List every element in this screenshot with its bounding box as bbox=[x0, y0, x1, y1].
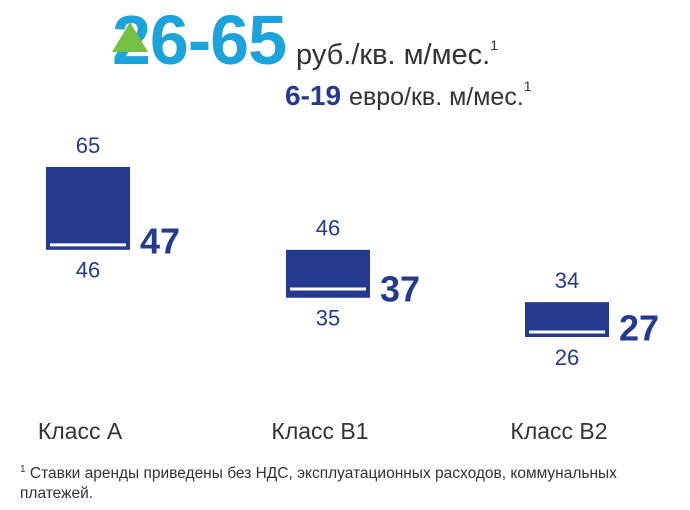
title: 26-65 bbox=[112, 1, 287, 79]
range-box bbox=[286, 249, 370, 298]
header: 26-65 руб./кв. м/мес.1 bbox=[112, 0, 498, 80]
subheader: 6-19 евро/кв. м/мес.1 bbox=[285, 78, 532, 112]
subtitle: 6-19 bbox=[285, 80, 342, 111]
average-label: 37 bbox=[380, 268, 420, 309]
max-label: 46 bbox=[316, 216, 340, 241]
min-label: 46 bbox=[76, 258, 100, 283]
footnote: 1 Ставки аренды приведены без НДС, экспл… bbox=[20, 460, 660, 504]
up-arrow bbox=[112, 22, 148, 52]
footnote-text: Ставки аренды приведены без НДС, эксплуа… bbox=[20, 465, 617, 502]
max-label: 65 bbox=[76, 133, 100, 158]
range-box bbox=[46, 167, 130, 250]
max-label: 34 bbox=[555, 268, 579, 293]
average-label: 47 bbox=[140, 220, 180, 261]
note-mark: 1 bbox=[523, 78, 532, 94]
footnote-mark: 1 bbox=[20, 464, 26, 475]
category-label: Класс В1 bbox=[271, 418, 368, 444]
title-unit: руб./кв. м/мес.1 bbox=[296, 37, 498, 72]
min-label: 26 bbox=[555, 345, 579, 370]
category-label: Класс А bbox=[38, 418, 123, 444]
min-label: 35 bbox=[316, 306, 340, 331]
title-unit-text: руб./кв. м/мес. bbox=[296, 39, 491, 71]
subtitle-unit: евро/кв. м/мес.1 bbox=[349, 78, 532, 112]
average-label: 27 bbox=[619, 308, 659, 349]
category-label: Класс В2 bbox=[510, 418, 607, 444]
subtitle-unit-text: евро/кв. м/мес. bbox=[349, 83, 524, 111]
note-mark: 1 bbox=[490, 37, 499, 53]
